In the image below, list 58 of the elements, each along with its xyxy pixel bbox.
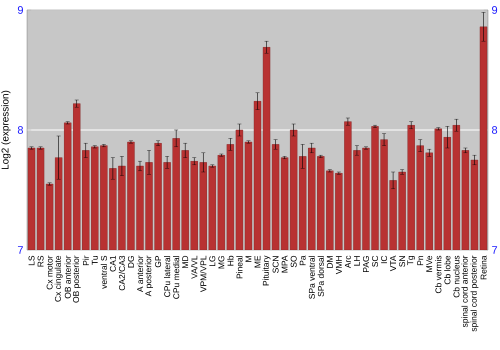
x-tick-label: SPa ventral (308, 256, 315, 299)
x-tick-label: MD (182, 256, 188, 268)
x-tick-label: PAG (362, 256, 369, 272)
x-tick-label: MPA (282, 255, 288, 272)
x-tick-label: IC (381, 256, 388, 264)
x-tick-label: DM (326, 256, 333, 268)
y-tick-label: 7 (18, 246, 23, 254)
x-tick-label: MG (218, 256, 224, 268)
x-tick-label: DG (128, 256, 134, 268)
x-tick-label: Cb lobe (444, 256, 450, 284)
x-tick-label: CA1 (110, 256, 116, 272)
x-tick-label: VPM/VPL (200, 256, 206, 292)
x-tick-label: ME (254, 256, 260, 268)
x-tick-label: CPu lateral (164, 256, 170, 297)
x-tick-label: spinal cord posterior (470, 256, 478, 332)
y-tick-label: 8 (18, 126, 23, 134)
x-tick-label: Pn (417, 256, 424, 266)
x-tick-label: SN (399, 256, 406, 267)
y2-tick-label: 9 (492, 6, 498, 14)
x-tick-label: VA/VL (191, 256, 198, 279)
y2-tick-label: 7 (492, 246, 498, 254)
x-tick-label: spinal cord anterior (461, 256, 470, 328)
x-tick-label: SC (372, 256, 378, 267)
x-tick-label: Cx cingulate (54, 256, 63, 302)
x-tick-label: Tg (407, 256, 415, 266)
x-tick-label: Arc (344, 256, 351, 268)
x-tick-label: CA2/CA3 (118, 256, 126, 290)
x-tick-label: OB posterior (72, 256, 81, 303)
x-tick-label: VTA (390, 255, 396, 272)
y-tick-label: 9 (18, 6, 23, 14)
x-tick-label: Hb (227, 256, 234, 266)
x-tick-label: VMH (336, 256, 342, 274)
x-tick-label: Cx motor (46, 256, 53, 290)
x-tick-label: Pa (300, 255, 306, 266)
x-tick-label: MVe (426, 256, 432, 272)
x-tick-label: OB anterior (64, 256, 71, 298)
x-tick-label: Cb nucleus (453, 256, 460, 298)
x-tick-label: LS (28, 256, 35, 266)
x-tick-label: Cb vermis (435, 256, 442, 294)
x-tick-label: ventral S (100, 256, 107, 289)
x-tick-label: Pir (82, 256, 89, 266)
x-tick-label: SO (290, 256, 297, 268)
x-tick-label: GP (155, 256, 162, 268)
x-tick-label: M (246, 256, 252, 262)
x-tick-label: Pituitary (262, 255, 270, 286)
x-tick-label: Retina (480, 255, 487, 280)
x-tick-label: Tu (92, 256, 98, 265)
y-axis-title: Log2 (expression) (1, 90, 11, 170)
x-tick-label: RS (38, 256, 44, 267)
x-tick-label: A posterior (145, 256, 153, 296)
y2-tick-label: 8 (492, 126, 498, 134)
x-tick-label: SPa dorsal (318, 256, 324, 296)
x-tick-label: LH (354, 256, 360, 266)
x-tick-label: SCN (272, 256, 279, 273)
x-tick-label: LG (209, 256, 216, 266)
x-tick-label: Pineal (236, 256, 243, 278)
x-tick-label: CPu medial (173, 256, 180, 299)
x-tick-label: A anterior (136, 256, 144, 292)
